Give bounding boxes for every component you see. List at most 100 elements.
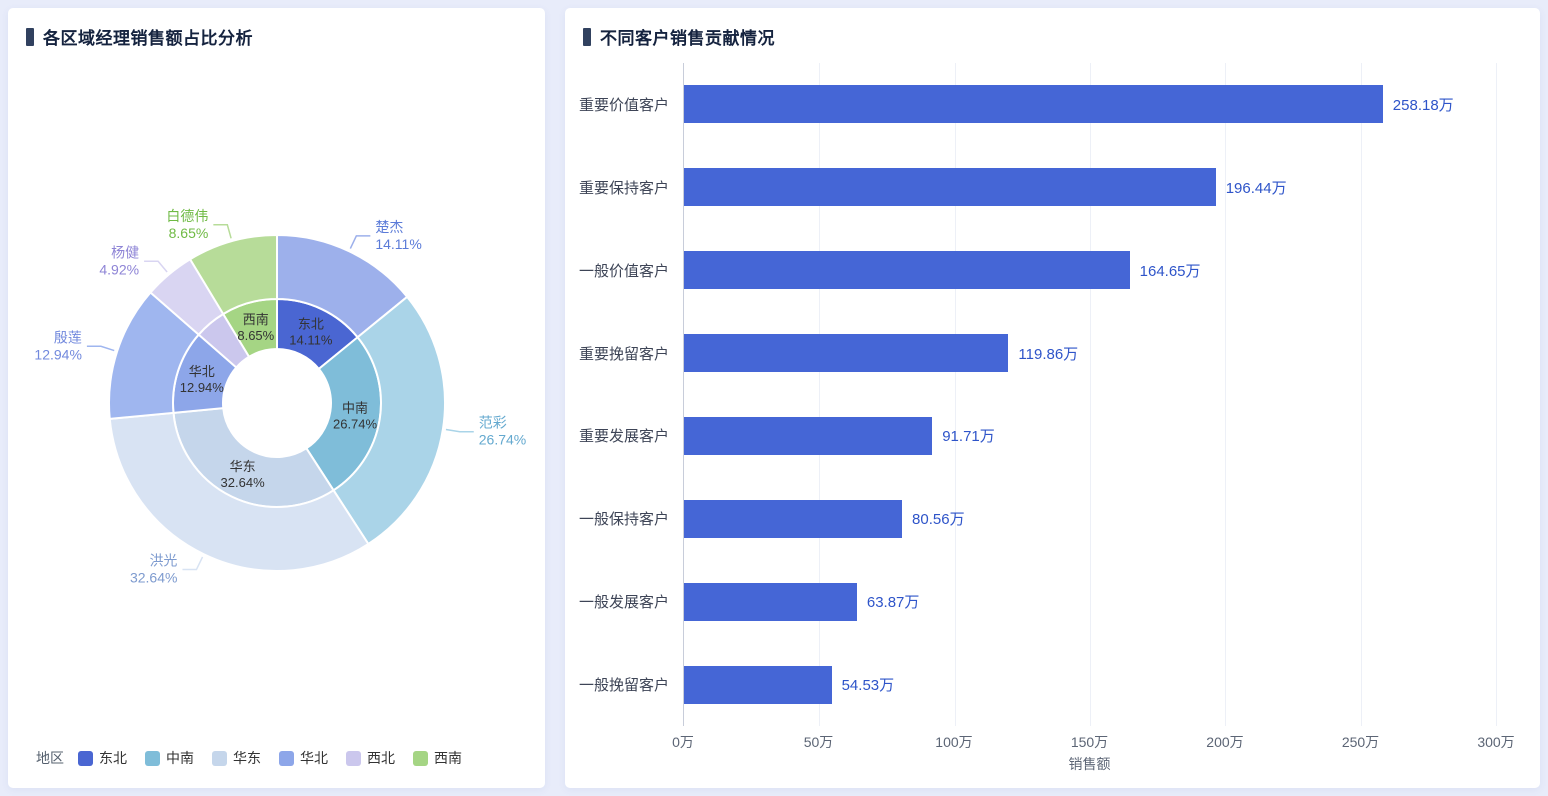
x-axis-spacer bbox=[571, 750, 683, 774]
legend-title: 地区 bbox=[36, 750, 64, 766]
label-leader-line bbox=[86, 345, 114, 351]
bar-plot-area: 258.18万 196.44万 164.65万 119.86万 91.71万 80.56万… bbox=[683, 63, 1497, 726]
x-axis-tick-label: 100万 bbox=[935, 734, 973, 750]
donut-outer-slice[interactable] bbox=[331, 294, 446, 545]
legend-item[interactable]: 东北 bbox=[78, 748, 127, 768]
legend-swatch bbox=[212, 750, 227, 766]
pie-legend: 地区 东北 中南 华东 华北 西北 西南 bbox=[8, 748, 545, 788]
bar[interactable] bbox=[684, 168, 1216, 207]
x-axis-ticks: 0万 50万 100万 150万 200万 250万 300万 bbox=[672, 726, 1515, 750]
y-axis-category-label: 重要价值客户 bbox=[578, 96, 669, 114]
x-axis-tick-label: 150万 bbox=[1070, 734, 1109, 750]
bar[interactable] bbox=[684, 665, 832, 704]
bar-row: 119.86万 bbox=[684, 312, 1496, 395]
donut-outer-label: 殷莲 12.94% bbox=[34, 329, 81, 362]
pie-panel-title: 各区域经理销售额占比分析 bbox=[43, 29, 253, 48]
donut-outer-label: 洪光 32.64% bbox=[129, 552, 176, 585]
y-axis-category-label: 一般发展客户 bbox=[578, 594, 669, 612]
donut-outer-slice[interactable] bbox=[108, 411, 370, 572]
donut-inner-label: 中南 26.74% bbox=[332, 400, 377, 431]
legend-label: 华东 bbox=[233, 750, 261, 766]
x-axis-tick-label: 250万 bbox=[1341, 734, 1380, 750]
x-axis-tick-label: 200万 bbox=[1206, 734, 1244, 750]
donut-outer-label: 楚杰 14.11% bbox=[375, 218, 421, 251]
gridline bbox=[1496, 63, 1497, 726]
bar-value-label: 258.18万 bbox=[1392, 96, 1454, 114]
legend-swatch bbox=[279, 750, 294, 766]
bar-value-label: 63.87万 bbox=[866, 594, 920, 612]
bar-y-axis: 重要价值客户 重要保持客户 一般价值客户 重要挽留客户 重要发展客户 一般保持客户 一般发展… bbox=[571, 63, 683, 726]
label-leader-line bbox=[212, 223, 232, 238]
legend-swatch bbox=[346, 750, 361, 766]
bar-row: 80.56万 bbox=[684, 477, 1496, 560]
label-leader-line bbox=[181, 556, 203, 570]
legend-label: 东北 bbox=[99, 750, 127, 766]
bar-value-label: 119.86万 bbox=[1018, 345, 1079, 363]
legend-item[interactable]: 西南 bbox=[413, 748, 462, 768]
bar[interactable] bbox=[684, 85, 1383, 124]
donut-svg: 东北 14.11% 楚杰 14.11% 中南 26.74% 范彩 26.74% 华东 32.64%… bbox=[34, 207, 526, 585]
bar-value-label: 164.65万 bbox=[1139, 262, 1201, 280]
bar[interactable] bbox=[684, 499, 903, 538]
bar-x-axis: 0万 50万 100万 150万 200万 250万 300万 bbox=[565, 726, 1540, 750]
legend-swatch bbox=[413, 750, 428, 766]
bar[interactable] bbox=[684, 251, 1130, 290]
header-accent-icon bbox=[26, 27, 34, 46]
bar-row: 196.44万 bbox=[684, 146, 1496, 229]
legend-label: 华北 bbox=[300, 750, 328, 766]
legend-label: 中南 bbox=[166, 750, 194, 766]
legend-item[interactable]: 华东 bbox=[212, 748, 261, 768]
label-leader-line bbox=[445, 428, 474, 432]
gridline bbox=[1090, 63, 1091, 726]
legend-item[interactable]: 西北 bbox=[346, 748, 395, 768]
y-axis-category-label: 一般挽留客户 bbox=[578, 677, 669, 695]
bar-panel: 不同客户销售贡献情况 重要价值客户 重要保持客户 一般价值客户 重要挽留客户 重要发展客… bbox=[565, 8, 1540, 788]
donut-inner-label: 华北 12.94% bbox=[179, 363, 224, 394]
bar-row: 54.53万 bbox=[684, 643, 1496, 726]
bar-chart: 重要价值客户 重要保持客户 一般价值客户 重要挽留客户 重要发展客户 一般保持客户 一般发展… bbox=[565, 53, 1540, 726]
legend-items: 东北 中南 华东 华北 西北 西南 bbox=[78, 748, 462, 768]
y-axis-category-label: 重要保持客户 bbox=[578, 179, 669, 197]
donut-inner-label: 华东 32.64% bbox=[220, 459, 265, 490]
gridline bbox=[1225, 63, 1227, 726]
bar-row: 91.71万 bbox=[684, 395, 1496, 478]
label-leader-line bbox=[143, 260, 168, 272]
bar[interactable] bbox=[684, 582, 857, 621]
donut-inner-label: 东北 14.11% bbox=[289, 316, 333, 347]
y-axis-category-label: 重要发展客户 bbox=[578, 428, 669, 446]
gridline bbox=[819, 63, 821, 726]
legend-label: 西南 bbox=[434, 750, 462, 766]
pie-panel: 各区域经理销售额占比分析 东北 14.11% 楚杰 14.11% 中南 26.74% 范彩 2… bbox=[8, 8, 545, 788]
gridline bbox=[954, 63, 956, 726]
x-axis-title: 销售额 bbox=[1068, 756, 1111, 772]
bar-value-label: 80.56万 bbox=[912, 511, 965, 529]
legend-label: 西北 bbox=[367, 750, 395, 766]
bar-panel-header: 不同客户销售贡献情况 bbox=[565, 8, 1540, 53]
x-axis-tick-label: 50万 bbox=[803, 734, 834, 750]
pie-panel-header: 各区域经理销售额占比分析 bbox=[8, 8, 545, 53]
legend-item[interactable]: 华北 bbox=[279, 748, 328, 768]
y-axis-category-label: 一般保持客户 bbox=[578, 511, 669, 529]
donut-outer-label: 白德伟 8.65% bbox=[166, 207, 208, 240]
x-axis-title-row: 销售额 bbox=[565, 750, 1540, 780]
legend-swatch bbox=[78, 750, 93, 766]
donut-chart: 东北 14.11% 楚杰 14.11% 中南 26.74% 范彩 26.74% 华东 32.64%… bbox=[8, 53, 545, 748]
x-axis-tick-label: 300万 bbox=[1477, 734, 1515, 750]
bar-row: 164.65万 bbox=[684, 229, 1496, 312]
legend-swatch bbox=[145, 750, 160, 766]
donut-outer-label: 杨健 4.92% bbox=[99, 244, 139, 277]
bar-row: 258.18万 bbox=[684, 63, 1496, 146]
bar[interactable] bbox=[684, 334, 1009, 373]
donut-inner-label: 西南 8.65% bbox=[237, 311, 274, 342]
donut-outer-slice[interactable] bbox=[188, 233, 278, 315]
y-axis-category-label: 重要挽留客户 bbox=[578, 345, 669, 363]
label-leader-line bbox=[349, 234, 370, 249]
bar-value-label: 91.71万 bbox=[942, 428, 995, 446]
legend-item[interactable]: 中南 bbox=[145, 748, 194, 768]
x-axis-tick-label: 0万 bbox=[672, 734, 694, 750]
bar[interactable] bbox=[684, 416, 933, 455]
header-accent-icon bbox=[583, 27, 591, 46]
donut-outer-label: 范彩 26.74% bbox=[478, 414, 525, 447]
bar-value-label: 196.44万 bbox=[1225, 179, 1287, 197]
